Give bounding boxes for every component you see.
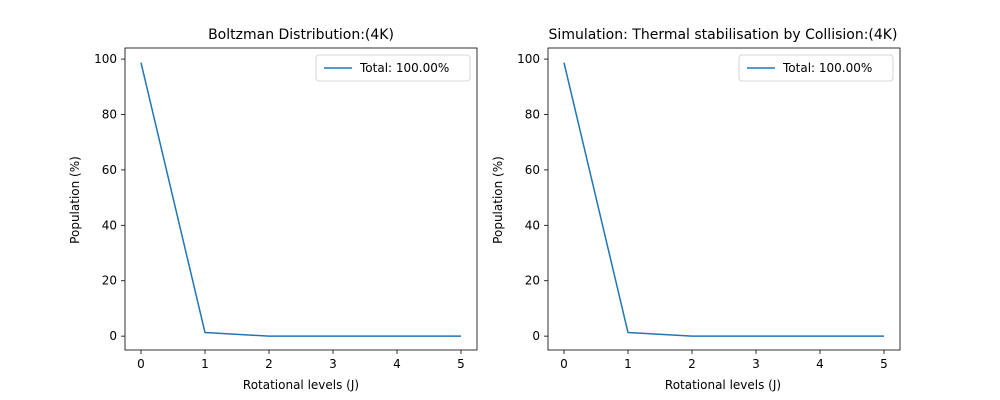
plot-area: 0 1 2 3 4 5 0 20 40 60 80 100 Total: 100.00% — [94, 47, 478, 371]
y-tick-label: 80 — [102, 107, 117, 121]
y-tick-label: 20 — [102, 274, 117, 288]
y-tick-label: 100 — [517, 52, 540, 66]
x-axis-label: Rotational levels (J) — [243, 378, 359, 392]
x-tick-label: 1 — [201, 357, 209, 371]
y-tick-label: 60 — [102, 163, 117, 177]
chart-title: Simulation: Thermal stabilisation by Col… — [549, 27, 898, 43]
y-tick-label: 0 — [532, 329, 540, 343]
legend-box — [315, 54, 471, 82]
x-axis-label: Rotational levels (J) — [665, 378, 781, 392]
x-tick-label: 4 — [816, 357, 824, 371]
chart-title: Boltzman Distribution:(4K) — [208, 27, 394, 43]
x-tick-label: 4 — [393, 357, 401, 371]
x-tick-label: 5 — [457, 357, 465, 371]
series-line — [140, 62, 461, 337]
chart-2: Simulation: Thermal stabilisation by Col… — [491, 27, 901, 392]
x-tick-label: 1 — [624, 357, 632, 371]
x-tick-label: 3 — [329, 357, 337, 371]
y-tick-label: 40 — [102, 218, 117, 232]
x-tick-label: 0 — [560, 357, 568, 371]
y-axis-label: Population (%) — [68, 156, 82, 244]
y-tick-label: 100 — [94, 52, 117, 66]
x-tick-label: 2 — [688, 357, 696, 371]
legend-box — [738, 54, 894, 82]
series-line — [563, 62, 884, 337]
plot-area: 0 1 2 3 4 5 0 20 40 60 80 100 Total: 100.00% — [517, 47, 901, 371]
x-tick-label: 2 — [265, 357, 273, 371]
plot-frame — [547, 47, 901, 351]
legend: Total: 100.00% — [315, 54, 471, 82]
y-axis-label: Population (%) — [491, 156, 505, 244]
legend-label: Total: 100.00% — [782, 61, 872, 75]
chart-1: Boltzman Distribution:(4K) Rotational le… — [68, 27, 478, 392]
legend: Total: 100.00% — [738, 54, 894, 82]
y-tick-label: 20 — [525, 274, 540, 288]
x-tick-label: 5 — [880, 357, 888, 371]
legend-label: Total: 100.00% — [359, 61, 449, 75]
y-tick-label: 80 — [525, 107, 540, 121]
y-tick-label: 0 — [109, 329, 117, 343]
y-tick-label: 60 — [525, 163, 540, 177]
y-tick-label: 40 — [525, 218, 540, 232]
x-tick-label: 3 — [752, 357, 760, 371]
x-tick-label: 0 — [137, 357, 145, 371]
plot-frame — [124, 47, 478, 351]
